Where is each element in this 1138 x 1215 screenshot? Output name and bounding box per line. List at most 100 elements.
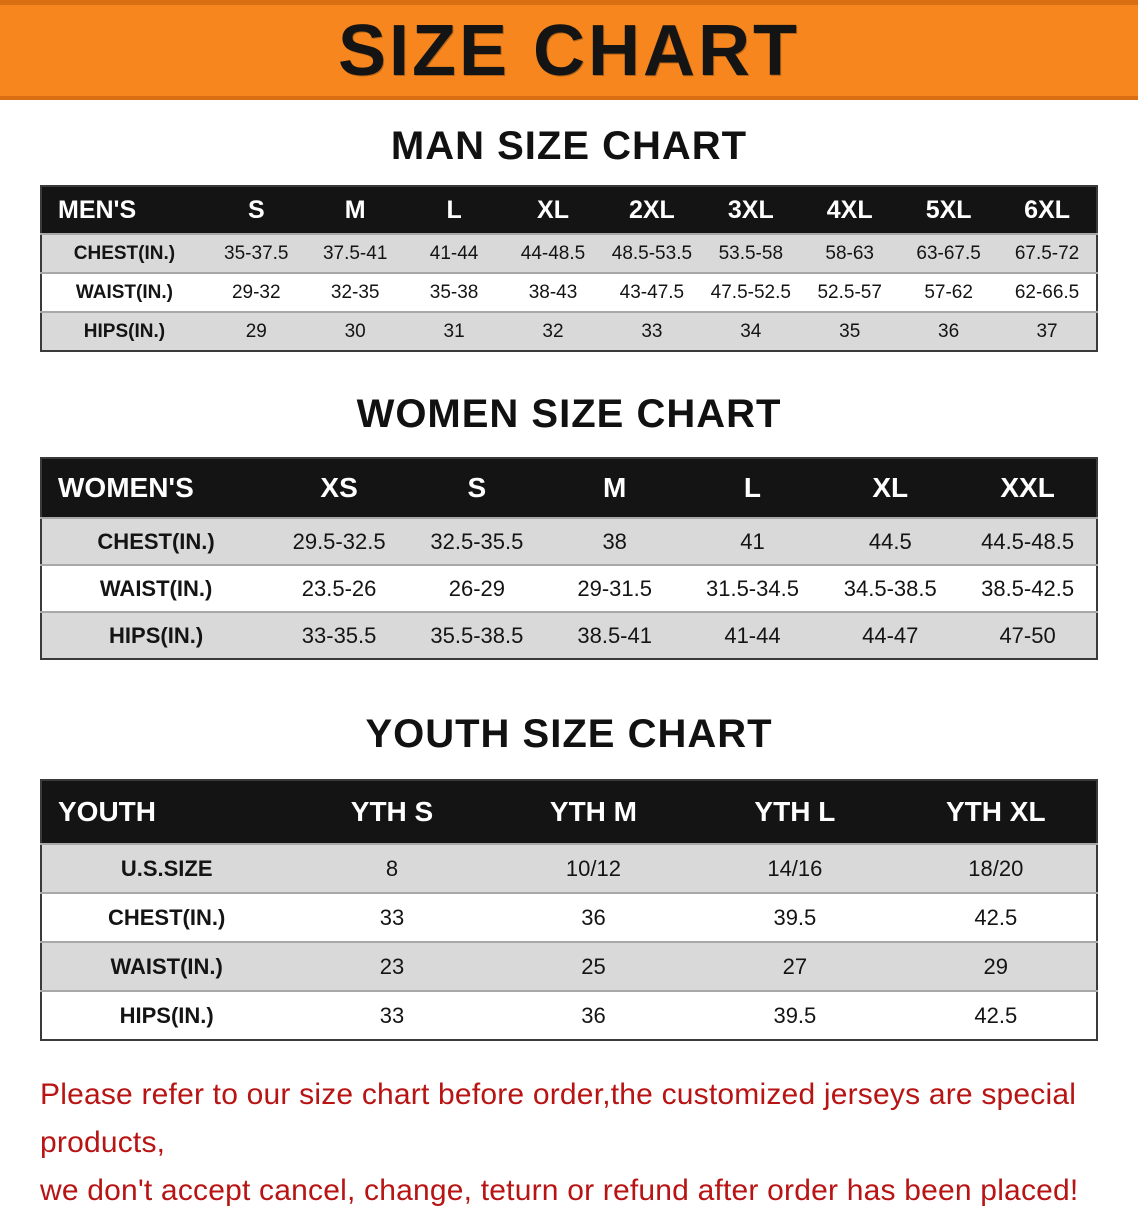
value-cell: 25 bbox=[492, 941, 695, 991]
value-cell: 53.5-58 bbox=[701, 233, 801, 273]
value-cell: 37.5-41 bbox=[305, 233, 405, 273]
value-cell: 38.5-41 bbox=[545, 611, 684, 659]
value-cell: 41 bbox=[683, 517, 822, 565]
youth-section-heading: YOUTH SIZE CHART bbox=[365, 712, 773, 756]
value-cell: 42.5 bbox=[895, 892, 1097, 942]
value-cell: 29 bbox=[206, 311, 306, 351]
size-header-cell: YTH XL bbox=[895, 780, 1097, 844]
value-cell: 18/20 bbox=[895, 843, 1097, 893]
value-cell: 26-29 bbox=[407, 564, 546, 612]
table-row: HIPS(IN.) 33-35.5 35.5-38.5 38.5-41 41-44 44-… bbox=[41, 611, 1097, 659]
value-cell: 30 bbox=[305, 311, 405, 351]
table-row: U.S.SIZE 8 10/12 14/16 18/20 bbox=[41, 843, 1097, 893]
size-header-cell: 2XL bbox=[602, 186, 702, 234]
value-cell: 67.5-72 bbox=[998, 233, 1097, 273]
table-title-cell: YOUTH bbox=[41, 780, 292, 844]
value-cell: 34.5-38.5 bbox=[821, 564, 960, 612]
value-cell: 38.5-42.5 bbox=[959, 564, 1097, 612]
size-header-cell: 5XL bbox=[899, 186, 999, 234]
table-title-cell: MEN'S bbox=[41, 186, 207, 234]
value-cell: 35-38 bbox=[404, 272, 504, 312]
value-cell: 23 bbox=[291, 941, 493, 991]
value-cell: 47-50 bbox=[959, 611, 1097, 659]
value-cell: 47.5-52.5 bbox=[701, 272, 801, 312]
value-cell: 14/16 bbox=[694, 843, 896, 893]
value-cell: 42.5 bbox=[895, 990, 1097, 1040]
value-cell: 23.5-26 bbox=[270, 564, 408, 612]
table-header-row: YOUTH YTH S YTH M YTH L YTH XL bbox=[41, 780, 1097, 844]
value-cell: 39.5 bbox=[694, 892, 896, 942]
table-row: WAIST(IN.) 29-32 32-35 35-38 38-43 43-47.5 47.… bbox=[41, 272, 1097, 312]
value-cell: 35.5-38.5 bbox=[407, 611, 546, 659]
table-row: CHEST(IN.) 35-37.5 37.5-41 41-44 44-48.5 48.5… bbox=[41, 233, 1097, 273]
youth-size-table: YOUTH YTH S YTH M YTH L YTH XL U.S.SIZE 8 10/12… bbox=[40, 779, 1098, 1041]
value-cell: 36 bbox=[899, 311, 999, 351]
row-label-cell: HIPS(IN.) bbox=[41, 311, 207, 351]
size-header-cell: L bbox=[683, 458, 822, 518]
value-cell: 58-63 bbox=[800, 233, 900, 273]
value-cell: 33 bbox=[602, 311, 702, 351]
men-section-heading: MAN SIZE CHART bbox=[390, 124, 748, 168]
row-label-cell: WAIST(IN.) bbox=[41, 941, 292, 991]
size-header-cell: XL bbox=[821, 458, 960, 518]
size-header-cell: YTH L bbox=[694, 780, 896, 844]
value-cell: 37 bbox=[998, 311, 1097, 351]
value-cell: 36 bbox=[492, 892, 695, 942]
table-row: WAIST(IN.) 23 25 27 29 bbox=[41, 941, 1097, 991]
value-cell: 32.5-35.5 bbox=[407, 517, 546, 565]
size-header-cell: XS bbox=[270, 458, 408, 518]
table-row: CHEST(IN.) 29.5-32.5 32.5-35.5 38 41 44.5 44.5… bbox=[41, 517, 1097, 565]
value-cell: 29-31.5 bbox=[545, 564, 684, 612]
value-cell: 41-44 bbox=[404, 233, 504, 273]
value-cell: 38-43 bbox=[503, 272, 603, 312]
women-size-section: WOMEN SIZE CHART WOMEN'S XS S M L XL XXL CHEST(… bbox=[0, 392, 1138, 660]
value-cell: 29 bbox=[895, 941, 1097, 991]
table-header-row: WOMEN'S XS S M L XL XXL bbox=[41, 458, 1097, 518]
value-cell: 44.5-48.5 bbox=[959, 517, 1097, 565]
size-header-cell: YTH M bbox=[492, 780, 695, 844]
value-cell: 36 bbox=[492, 990, 695, 1040]
size-header-cell: S bbox=[206, 186, 306, 234]
men-size-table: MEN'S S M L XL 2XL 3XL 4XL 5XL 6XL CHEST(IN.) 35-37… bbox=[40, 185, 1098, 352]
size-header-cell: S bbox=[407, 458, 546, 518]
size-header-cell: M bbox=[305, 186, 405, 234]
value-cell: 31 bbox=[404, 311, 504, 351]
value-cell: 39.5 bbox=[694, 990, 896, 1040]
row-label-cell: CHEST(IN.) bbox=[41, 517, 271, 565]
row-label-cell: HIPS(IN.) bbox=[41, 611, 271, 659]
youth-size-section: YOUTH SIZE CHART YOUTH YTH S YTH M YTH L YTH… bbox=[0, 712, 1138, 1041]
women-size-table: WOMEN'S XS S M L XL XXL CHEST(IN.) 29.5-32.5 32.5… bbox=[40, 457, 1098, 660]
men-size-section: MAN SIZE CHART MEN'S S M L XL 2XL 3XL 4XL 5XL 6XL… bbox=[0, 124, 1138, 352]
size-header-cell: M bbox=[545, 458, 684, 518]
row-label-cell: WAIST(IN.) bbox=[41, 272, 207, 312]
size-header-cell: 3XL bbox=[701, 186, 801, 234]
value-cell: 29.5-32.5 bbox=[270, 517, 408, 565]
row-label-cell: HIPS(IN.) bbox=[41, 990, 292, 1040]
size-header-cell: L bbox=[404, 186, 504, 234]
disclaimer-note: Please refer to our size chart before or… bbox=[40, 1071, 1110, 1215]
value-cell: 8 bbox=[291, 843, 493, 893]
women-section-heading: WOMEN SIZE CHART bbox=[356, 392, 782, 436]
value-cell: 33-35.5 bbox=[270, 611, 408, 659]
row-label-cell: CHEST(IN.) bbox=[41, 233, 207, 273]
value-cell: 10/12 bbox=[492, 843, 695, 893]
table-title-cell: WOMEN'S bbox=[41, 458, 271, 518]
row-label-cell: WAIST(IN.) bbox=[41, 564, 271, 612]
value-cell: 32 bbox=[503, 311, 603, 351]
value-cell: 48.5-53.5 bbox=[602, 233, 702, 273]
value-cell: 33 bbox=[291, 892, 493, 942]
size-header-cell: 6XL bbox=[998, 186, 1097, 234]
value-cell: 41-44 bbox=[683, 611, 822, 659]
value-cell: 63-67.5 bbox=[899, 233, 999, 273]
value-cell: 44-47 bbox=[821, 611, 960, 659]
table-header-row: MEN'S S M L XL 2XL 3XL 4XL 5XL 6XL bbox=[41, 186, 1097, 234]
value-cell: 35 bbox=[800, 311, 900, 351]
row-label-cell: U.S.SIZE bbox=[41, 843, 292, 893]
value-cell: 27 bbox=[694, 941, 896, 991]
table-row: HIPS(IN.) 33 36 39.5 42.5 bbox=[41, 990, 1097, 1040]
table-row: CHEST(IN.) 33 36 39.5 42.5 bbox=[41, 892, 1097, 942]
value-cell: 32-35 bbox=[305, 272, 405, 312]
value-cell: 44.5 bbox=[821, 517, 960, 565]
size-header-cell: XL bbox=[503, 186, 603, 234]
value-cell: 57-62 bbox=[899, 272, 999, 312]
